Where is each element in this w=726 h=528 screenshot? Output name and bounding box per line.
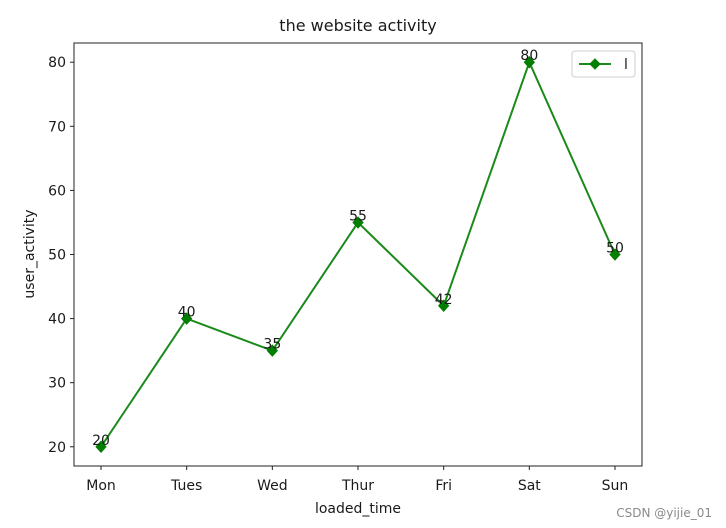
y-tick-label: 30 xyxy=(48,376,66,392)
data-label: 80 xyxy=(520,48,538,64)
watermark: CSDN @yijie_01 xyxy=(616,506,712,520)
data-label: 35 xyxy=(263,337,281,353)
y-tick-label: 80 xyxy=(48,55,66,71)
data-label: 42 xyxy=(435,292,453,308)
legend: l xyxy=(571,50,636,78)
series-line xyxy=(100,59,616,448)
x-tick-label: Fri xyxy=(435,478,452,494)
legend-diamond-icon xyxy=(589,58,601,70)
data-label: 20 xyxy=(92,433,110,449)
y-tick-label: 60 xyxy=(48,183,66,199)
data-point-marker xyxy=(523,55,536,69)
data-point-marker xyxy=(180,312,193,325)
data-point-marker xyxy=(437,299,450,313)
x-axis-label: loaded_time xyxy=(315,501,401,517)
plot-area xyxy=(73,42,643,467)
y-axis-ticks: 20 30 40 50 60 70 80 xyxy=(48,55,74,456)
y-tick-label: 40 xyxy=(48,312,66,328)
data-label: 55 xyxy=(349,208,367,224)
data-point-marker xyxy=(266,344,279,357)
data-label: 40 xyxy=(178,305,196,321)
series-layer xyxy=(95,55,621,454)
y-tick-label: 70 xyxy=(48,119,66,135)
x-tick-label: Thur xyxy=(341,478,374,494)
x-tick-label: Sun xyxy=(602,478,629,494)
data-point-marker xyxy=(352,216,364,229)
data-point-marker xyxy=(609,248,621,261)
data-point-marker xyxy=(95,440,107,454)
data-label: 50 xyxy=(606,241,624,257)
y-tick-label: 50 xyxy=(48,248,66,264)
y-axis-label: user_activity xyxy=(22,209,38,298)
x-axis-ticks: Mon Tues Wed Thur Fri Sat Sun xyxy=(86,466,628,494)
x-tick-label: Sat xyxy=(518,478,541,494)
data-label-layer: 20 40 35 55 42 80 50 xyxy=(92,48,624,449)
chart-title: the website activity xyxy=(279,16,436,35)
x-tick-label: Mon xyxy=(86,478,116,494)
y-tick-label: 20 xyxy=(48,440,66,456)
legend-label: l xyxy=(624,57,628,73)
x-tick-label: Tues xyxy=(170,478,202,494)
x-tick-label: Wed xyxy=(257,478,288,494)
